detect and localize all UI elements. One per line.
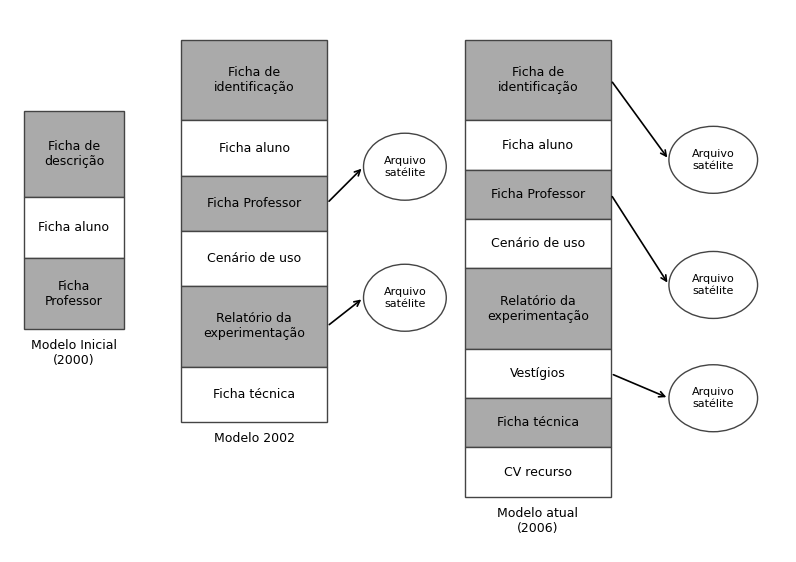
Bar [465, 447, 611, 497]
Bar [181, 367, 327, 422]
Text: Modelo atual
(2006): Modelo atual (2006) [498, 506, 579, 534]
Ellipse shape [669, 365, 758, 432]
Bar [181, 40, 327, 120]
Ellipse shape [669, 251, 758, 319]
Text: Relatório da
experimentação: Relatório da experimentação [487, 294, 589, 323]
Bar [24, 259, 124, 329]
Text: Arquivo
satélite: Arquivo satélite [692, 387, 735, 409]
Text: Ficha Professor: Ficha Professor [207, 197, 301, 210]
Text: Ficha
Professor: Ficha Professor [45, 280, 103, 308]
Text: Modelo Inicial
(2000): Modelo Inicial (2000) [31, 339, 117, 367]
Bar [181, 120, 327, 175]
Text: Ficha aluno: Ficha aluno [502, 139, 573, 152]
Bar [181, 286, 327, 367]
Text: Ficha de
descrição: Ficha de descrição [44, 140, 104, 168]
Text: Arquivo
satélite: Arquivo satélite [384, 287, 427, 309]
Bar [465, 398, 611, 447]
Text: Ficha de
identificação: Ficha de identificação [498, 66, 578, 94]
Bar [465, 219, 611, 268]
Text: Cenário de uso: Cenário de uso [491, 237, 585, 250]
Text: Ficha de
identificação: Ficha de identificação [214, 66, 295, 94]
Text: Ficha aluno: Ficha aluno [38, 221, 109, 234]
Text: Ficha Professor: Ficha Professor [491, 188, 585, 201]
Text: Relatório da
experimentação: Relatório da experimentação [203, 312, 305, 341]
Bar [465, 349, 611, 398]
Text: Arquivo
satélite: Arquivo satélite [692, 149, 735, 171]
Text: Modelo 2002: Modelo 2002 [213, 432, 295, 445]
Text: Ficha técnica: Ficha técnica [497, 416, 579, 429]
Text: CV recurso: CV recurso [504, 466, 572, 479]
Bar [24, 111, 124, 197]
Bar [24, 197, 124, 259]
Text: Ficha técnica: Ficha técnica [213, 388, 295, 401]
Text: Cenário de uso: Cenário de uso [207, 252, 301, 265]
Bar [465, 268, 611, 349]
Text: Arquivo
satélite: Arquivo satélite [384, 156, 427, 178]
Bar [465, 40, 611, 120]
Bar [181, 175, 327, 231]
Bar [465, 120, 611, 170]
Ellipse shape [364, 133, 447, 200]
Text: Vestígios: Vestígios [510, 367, 566, 380]
Text: Ficha aluno: Ficha aluno [219, 142, 290, 155]
Bar [465, 170, 611, 219]
Bar [181, 231, 327, 286]
Text: Arquivo
satélite: Arquivo satélite [692, 274, 735, 296]
Ellipse shape [364, 264, 447, 331]
Ellipse shape [669, 126, 758, 193]
